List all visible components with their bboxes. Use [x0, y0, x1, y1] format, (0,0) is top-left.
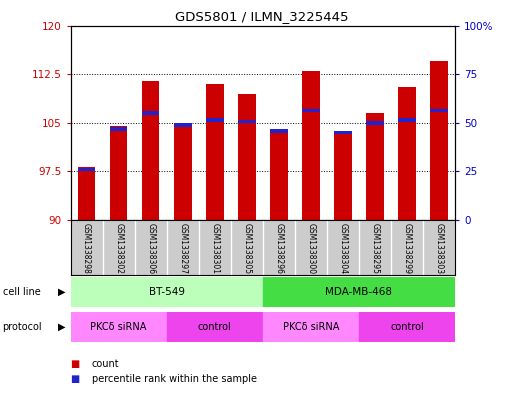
- Text: GSM1338297: GSM1338297: [178, 223, 187, 274]
- Bar: [71, 277, 263, 307]
- Bar: [270, 129, 288, 132]
- Text: cell line: cell line: [3, 287, 40, 297]
- Text: GSM1338295: GSM1338295: [370, 223, 379, 274]
- Text: GSM1338306: GSM1338306: [146, 223, 155, 274]
- Bar: [302, 108, 320, 112]
- Text: ■: ■: [71, 374, 80, 384]
- Bar: [110, 126, 128, 220]
- Text: percentile rank within the sample: percentile rank within the sample: [92, 374, 256, 384]
- Bar: [263, 277, 455, 307]
- Text: GSM1338304: GSM1338304: [338, 223, 347, 274]
- Bar: [398, 87, 416, 220]
- Text: GSM1338299: GSM1338299: [403, 223, 412, 274]
- Bar: [174, 123, 191, 127]
- Text: count: count: [92, 358, 119, 369]
- Text: GSM1338302: GSM1338302: [114, 223, 123, 274]
- Text: GDS5801 / ILMN_3225445: GDS5801 / ILMN_3225445: [175, 10, 348, 23]
- Text: ▶: ▶: [58, 287, 65, 297]
- Bar: [78, 167, 95, 220]
- Bar: [167, 312, 263, 342]
- Text: PKCδ siRNA: PKCδ siRNA: [282, 322, 339, 332]
- Bar: [206, 84, 223, 220]
- Bar: [238, 119, 256, 123]
- Bar: [398, 118, 416, 121]
- Text: ■: ■: [71, 358, 80, 369]
- Text: control: control: [198, 322, 232, 332]
- Bar: [430, 61, 448, 220]
- Bar: [238, 94, 256, 220]
- Bar: [270, 132, 288, 220]
- Bar: [334, 130, 351, 220]
- Text: PKCδ siRNA: PKCδ siRNA: [90, 322, 147, 332]
- Bar: [71, 312, 167, 342]
- Text: GSM1338305: GSM1338305: [242, 223, 251, 274]
- Bar: [174, 123, 191, 220]
- Text: GSM1338296: GSM1338296: [275, 223, 283, 274]
- Text: GSM1338298: GSM1338298: [82, 223, 91, 274]
- Bar: [366, 113, 384, 220]
- Bar: [110, 127, 128, 130]
- Bar: [334, 130, 351, 134]
- Bar: [263, 312, 359, 342]
- Bar: [366, 121, 384, 125]
- Bar: [430, 108, 448, 112]
- Bar: [142, 111, 160, 115]
- Text: protocol: protocol: [3, 322, 42, 332]
- Text: control: control: [390, 322, 424, 332]
- Bar: [359, 312, 455, 342]
- Text: ▶: ▶: [58, 322, 65, 332]
- Bar: [78, 167, 95, 171]
- Text: GSM1338300: GSM1338300: [306, 223, 315, 274]
- Text: GSM1338301: GSM1338301: [210, 223, 219, 274]
- Bar: [142, 81, 160, 220]
- Text: BT-549: BT-549: [149, 287, 185, 297]
- Bar: [302, 71, 320, 220]
- Bar: [206, 118, 223, 121]
- Text: MDA-MB-468: MDA-MB-468: [325, 287, 392, 297]
- Text: GSM1338303: GSM1338303: [435, 223, 444, 274]
